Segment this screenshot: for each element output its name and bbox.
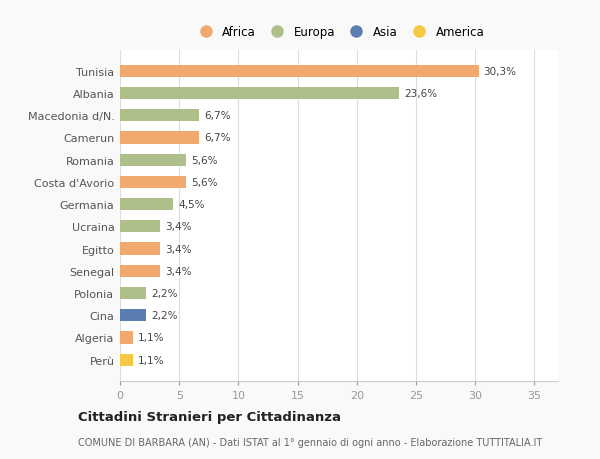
Text: 2,2%: 2,2% xyxy=(151,311,177,320)
Text: 5,6%: 5,6% xyxy=(191,178,218,187)
Bar xyxy=(120,331,133,344)
Text: 5,6%: 5,6% xyxy=(191,155,218,165)
Bar xyxy=(120,287,146,299)
Text: COMUNE DI BARBARA (AN) - Dati ISTAT al 1° gennaio di ogni anno - Elaborazione TU: COMUNE DI BARBARA (AN) - Dati ISTAT al 1… xyxy=(78,437,542,447)
Text: 1,1%: 1,1% xyxy=(138,355,164,365)
Bar xyxy=(120,88,400,100)
Bar xyxy=(120,110,199,122)
Text: 3,4%: 3,4% xyxy=(165,244,191,254)
Bar xyxy=(120,199,173,211)
Text: 2,2%: 2,2% xyxy=(151,288,177,298)
Text: 3,4%: 3,4% xyxy=(165,222,191,232)
Text: Cittadini Stranieri per Cittadinanza: Cittadini Stranieri per Cittadinanza xyxy=(78,410,341,423)
Text: 6,7%: 6,7% xyxy=(204,111,230,121)
Bar xyxy=(120,66,479,78)
Text: 3,4%: 3,4% xyxy=(165,266,191,276)
Legend: Africa, Europa, Asia, America: Africa, Europa, Asia, America xyxy=(191,23,487,41)
Bar xyxy=(120,265,160,277)
Bar xyxy=(120,154,186,167)
Text: 6,7%: 6,7% xyxy=(204,133,230,143)
Bar xyxy=(120,243,160,255)
Bar xyxy=(120,132,199,144)
Bar xyxy=(120,309,146,322)
Text: 1,1%: 1,1% xyxy=(138,333,164,343)
Bar xyxy=(120,221,160,233)
Text: 30,3%: 30,3% xyxy=(484,67,517,77)
Bar xyxy=(120,354,133,366)
Bar xyxy=(120,176,186,189)
Text: 4,5%: 4,5% xyxy=(178,200,205,210)
Text: 23,6%: 23,6% xyxy=(404,89,437,99)
